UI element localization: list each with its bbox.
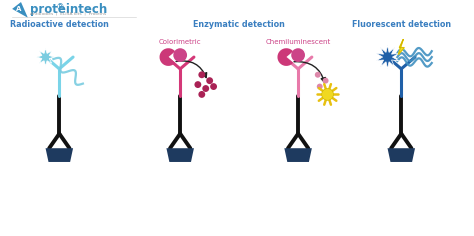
Text: proteintech: proteintech (30, 3, 107, 16)
Text: Fluorescent detection: Fluorescent detection (352, 20, 451, 29)
Polygon shape (12, 2, 28, 18)
Circle shape (173, 48, 187, 62)
Text: Radioactive detection: Radioactive detection (10, 20, 109, 29)
Polygon shape (398, 39, 404, 55)
Circle shape (315, 72, 321, 78)
Circle shape (206, 77, 213, 84)
Circle shape (198, 71, 205, 78)
Polygon shape (36, 48, 55, 66)
Text: ®: ® (30, 3, 64, 12)
Text: Chemiluminescent: Chemiluminescent (265, 39, 331, 45)
Polygon shape (388, 148, 415, 162)
Circle shape (194, 81, 201, 88)
Text: Colorimetric: Colorimetric (159, 39, 201, 45)
Wedge shape (160, 48, 175, 66)
Circle shape (322, 88, 334, 100)
Polygon shape (166, 148, 194, 162)
Circle shape (317, 84, 323, 89)
Text: Antibodies  |  ELISA kits  |  Proteins: Antibodies | ELISA kits | Proteins (30, 12, 106, 16)
Polygon shape (284, 148, 312, 162)
Polygon shape (376, 45, 399, 69)
Wedge shape (277, 48, 293, 66)
Circle shape (210, 83, 217, 90)
Circle shape (323, 78, 328, 84)
Circle shape (198, 91, 205, 98)
Polygon shape (46, 148, 73, 162)
Text: Enzymatic detection: Enzymatic detection (193, 20, 285, 29)
Circle shape (202, 85, 209, 92)
Circle shape (291, 48, 305, 62)
Text: A: A (16, 6, 22, 12)
